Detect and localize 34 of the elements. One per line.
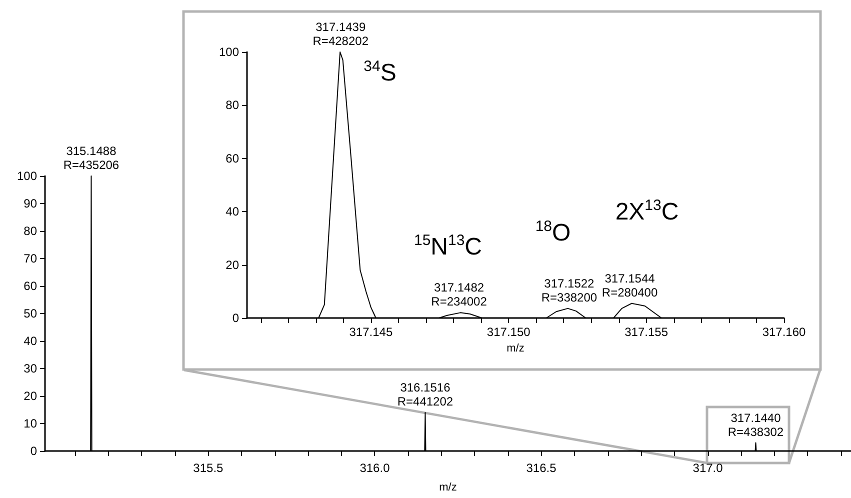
y-tick-label: 70: [24, 252, 38, 266]
x-tick-label: 316.0: [360, 461, 390, 475]
y-tick-label: 60: [226, 151, 240, 166]
y-tick-label: 100: [218, 45, 240, 59]
annotation: 315.1488 R=435206: [63, 144, 120, 172]
x-tick-label: 316.5: [526, 461, 557, 475]
x-tick-label: 317.145: [349, 325, 393, 339]
y-tick-label: 20: [226, 258, 240, 272]
y-tick-label: 80: [24, 224, 38, 238]
y-tick-label: 0: [232, 311, 240, 325]
y-tick-label: 50: [24, 306, 38, 320]
y-tick-label: 40: [226, 204, 240, 219]
y-tick-label: 40: [24, 334, 38, 348]
x-axis-title: m/z: [439, 482, 457, 494]
y-tick-label: 10: [24, 416, 38, 430]
x-tick-label: 317.0: [692, 461, 724, 475]
y-tick-label: 80: [226, 98, 240, 112]
y-tick-label: 90: [24, 196, 38, 210]
y-tick-label: 30: [24, 362, 38, 376]
y-tick-label: 0: [30, 444, 38, 458]
x-tick-label: 317.160: [762, 325, 806, 339]
annotation: 317.1439 R=428202: [312, 20, 369, 48]
x-tick-label: 315.5: [193, 461, 224, 475]
y-tick-label: 20: [24, 389, 38, 403]
annotation: 317.1440 R=438302: [728, 410, 784, 439]
y-tick-label: 100: [16, 169, 38, 183]
annotation: 316.1516 R=441202: [397, 380, 454, 408]
x-tick-label: 317.150: [486, 325, 531, 339]
annotation: 317.1522 R=338200: [541, 276, 598, 304]
y-tick-label: 60: [24, 279, 38, 293]
x-axis-title: m/z: [506, 342, 524, 354]
x-tick-label: 317.155: [624, 325, 668, 339]
annotation: 317.1544 R=280400: [602, 271, 658, 300]
annotation: 317.1482 R=234002: [431, 280, 488, 309]
